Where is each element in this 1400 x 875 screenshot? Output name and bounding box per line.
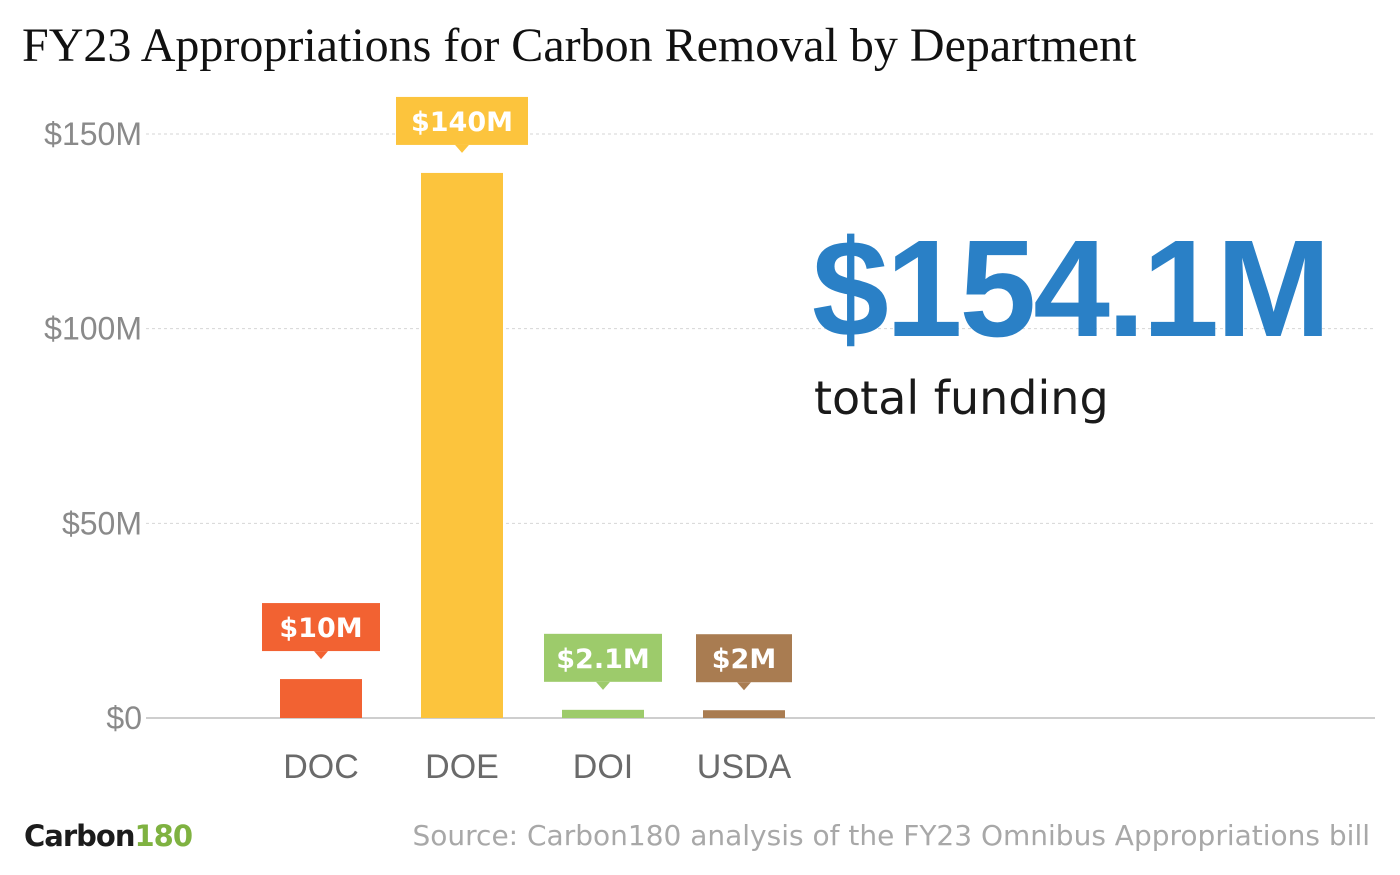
data-label-box: [544, 633, 662, 682]
data-labels: $10M $140M $2.1M $2M: [262, 96, 792, 691]
data-label-text: $2M: [712, 644, 776, 675]
data-label-text: $140M: [411, 107, 513, 138]
x-tick-label: DOI: [573, 748, 633, 786]
data-label-text: $10M: [279, 613, 362, 644]
data-label-doe: $140M: [396, 96, 528, 153]
carbon180-logo: Carbon180: [24, 818, 193, 854]
total-funding-caption: total funding: [814, 371, 1109, 425]
data-label-pointer: [314, 651, 328, 660]
data-label-box: [262, 603, 380, 652]
y-axis-ticks: $0 $50M $100M $150M: [44, 116, 142, 736]
data-label-usda: $2M: [696, 634, 792, 691]
bar-usda: [703, 710, 785, 718]
logo-number: 180: [134, 819, 193, 853]
data-label-doc: $10M: [262, 603, 380, 660]
bar-doi: [562, 709, 644, 718]
x-tick-label: DOC: [283, 748, 359, 786]
source-note: Source: Carbon180 analysis of the FY23 O…: [412, 819, 1371, 852]
data-label-pointer: [455, 144, 469, 153]
data-label-box: [396, 96, 528, 145]
data-label-pointer: [596, 681, 610, 690]
bar-doe: [421, 172, 503, 718]
y-tick-label: $150M: [44, 116, 142, 152]
chart-title: FY23 Appropriations for Carbon Removal b…: [22, 19, 1137, 72]
x-tick-label: USDA: [697, 748, 792, 786]
x-axis-ticks: DOC DOE DOI USDA: [283, 748, 791, 786]
bars: [280, 172, 785, 718]
x-tick-label: DOE: [425, 748, 499, 786]
data-label-doi: $2.1M: [544, 633, 662, 690]
y-tick-label: $100M: [44, 311, 142, 347]
data-label-box: [696, 634, 792, 683]
bar-doc: [280, 679, 362, 718]
data-label-pointer: [737, 682, 751, 691]
total-funding-amount: $154.1M: [812, 212, 1331, 366]
data-label-text: $2.1M: [556, 644, 650, 675]
y-tick-label: $50M: [62, 505, 142, 541]
y-tick-label: $0: [106, 700, 142, 736]
logo-word: Carbon: [24, 819, 135, 853]
